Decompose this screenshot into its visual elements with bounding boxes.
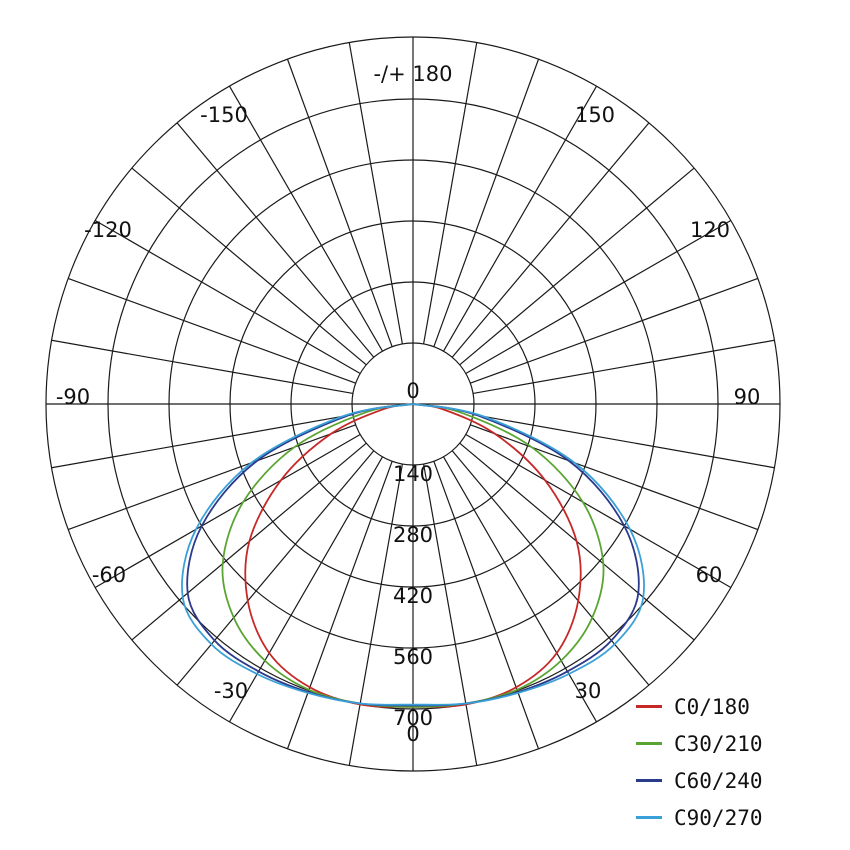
labels-group: -/+ 180 150 -150 120 -120 90 -90 60 -60 30 -30 0 0 14… [56, 62, 761, 746]
grid-spoke [51, 414, 354, 469]
grid-spoke [465, 219, 732, 375]
legend: C0/180 C30/210 C60/240 C90/270 [636, 688, 763, 836]
grid-spoke [94, 219, 361, 375]
grid-spoke [228, 85, 384, 352]
radial-tick-label: 140 [393, 462, 433, 486]
angle-label: -90 [56, 385, 90, 409]
legend-swatch-c0-180 [636, 705, 662, 708]
legend-label: C30/210 [674, 731, 763, 756]
radial-tick-label: 560 [393, 645, 433, 669]
grid-spoke [459, 167, 695, 366]
angle-label: 150 [575, 103, 615, 127]
grid-spoke [423, 42, 478, 345]
angle-label: 60 [696, 563, 723, 587]
grid-spoke [176, 122, 375, 358]
grid-spoke [470, 277, 759, 384]
grid-spoke [423, 463, 478, 766]
legend-item-c30-210: C30/210 [636, 725, 763, 762]
series-line-c30-210 [221, 403, 605, 708]
angle-label: 90 [734, 385, 761, 409]
angle-label: -60 [92, 563, 126, 587]
legend-item-c0-180: C0/180 [636, 688, 763, 725]
grid-spoke [228, 456, 384, 723]
legend-swatch-c60-240 [636, 779, 662, 782]
grid-spoke [442, 456, 598, 723]
grid-spoke [451, 122, 650, 358]
series-group [181, 403, 645, 708]
legend-label: C90/270 [674, 805, 763, 830]
grid-spoke [472, 339, 775, 394]
angle-label: -/+ 180 [373, 62, 452, 86]
grid-spoke [472, 414, 775, 469]
grid-spoke [51, 339, 354, 394]
radial-tick-label: 0 [406, 379, 419, 403]
grid-spoke [286, 461, 393, 750]
legend-swatch-c30-210 [636, 742, 662, 745]
angle-label: 120 [690, 218, 730, 242]
grid-spoke [131, 167, 367, 366]
radial-tick-label: 280 [393, 523, 433, 547]
grid-spoke [176, 450, 375, 686]
grid-spoke [442, 85, 598, 352]
grid-spoke [67, 424, 356, 531]
angle-label: 0 [406, 722, 419, 746]
angle-label: -150 [200, 103, 248, 127]
legend-swatch-c90-270 [636, 816, 662, 819]
legend-label: C60/240 [674, 768, 763, 793]
grid-spoke [433, 461, 540, 750]
angle-label: -120 [84, 218, 132, 242]
grid-spoke [465, 433, 732, 589]
grid-spoke [67, 277, 356, 384]
legend-item-c90-270: C90/270 [636, 799, 763, 836]
angle-label: -30 [214, 679, 248, 703]
radial-tick-label: 420 [393, 584, 433, 608]
grid-spoke [348, 42, 403, 345]
grid-spoke [433, 58, 540, 347]
grid-spoke [451, 450, 650, 686]
angle-label: 30 [575, 679, 602, 703]
grid-spoke [348, 463, 403, 766]
grid-spoke [286, 58, 393, 347]
legend-label: C0/180 [674, 694, 750, 719]
series-line-c90-270 [181, 403, 645, 706]
grid-spoke [94, 433, 361, 589]
grid-spoke [470, 424, 759, 531]
radial-tick-label: 700 [393, 706, 433, 730]
legend-item-c60-240: C60/240 [636, 762, 763, 799]
